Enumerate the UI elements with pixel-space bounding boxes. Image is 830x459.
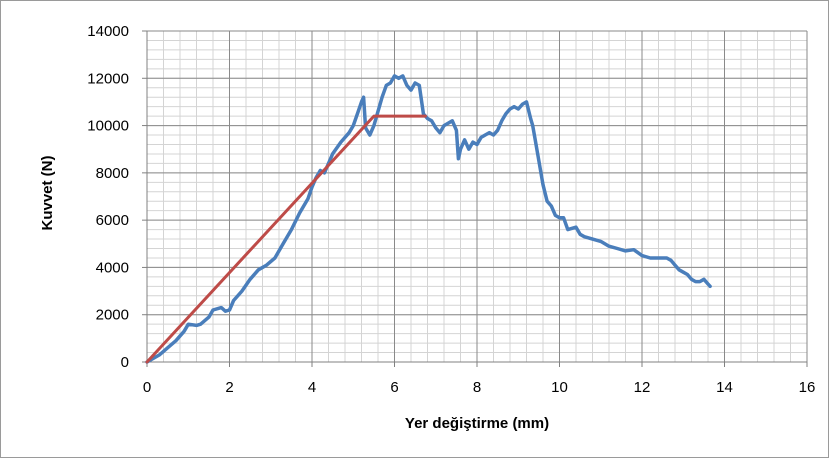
- gridlines: [146, 30, 808, 363]
- tick-labels: 0 2 4 6 8 10 12 14 16 0 2000 4000 6000 8000 10000 12000…: [87, 23, 815, 396]
- y-tick-label: 8000: [96, 165, 129, 182]
- data-series: [145, 74, 712, 364]
- y-tick-label: 0: [121, 354, 129, 371]
- y-tick-label: 2000: [96, 307, 129, 324]
- y-tick-label: 4000: [96, 259, 129, 276]
- x-tick-label: 6: [390, 379, 398, 396]
- x-tick-label: 0: [143, 379, 151, 396]
- y-tick-label: 14000: [87, 23, 129, 40]
- x-tick-label: 14: [716, 379, 733, 396]
- x-tick-label: 4: [308, 379, 316, 396]
- x-tick-label: 16: [799, 379, 816, 396]
- x-tick-label: 12: [634, 379, 651, 396]
- x-tick-label: 2: [225, 379, 233, 396]
- y-tick-label: 10000: [87, 118, 129, 135]
- y-tick-label: 6000: [96, 212, 129, 229]
- x-tick-label: 10: [551, 379, 568, 396]
- axes: [142, 30, 808, 367]
- y-tick-label: 12000: [87, 70, 129, 87]
- x-axis-title: Yer değiştirme (mm): [405, 415, 549, 432]
- series-1-line: [145, 74, 712, 364]
- y-axis-title: Kuvvet (N): [39, 155, 56, 230]
- x-tick-label: 8: [473, 379, 481, 396]
- series-2-line: [145, 114, 427, 364]
